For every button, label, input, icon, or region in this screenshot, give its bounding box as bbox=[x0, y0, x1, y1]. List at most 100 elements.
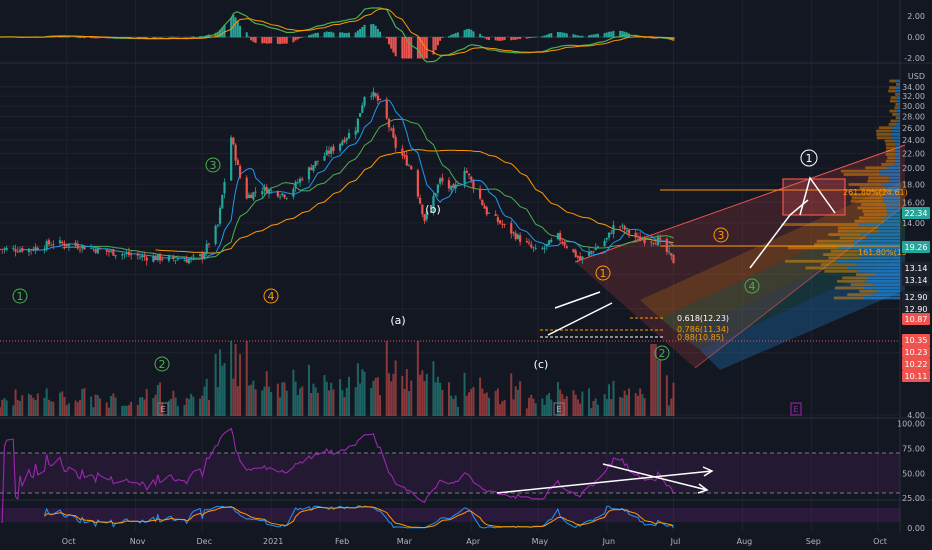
candle-body-91 bbox=[281, 193, 284, 196]
volume-bar-181 bbox=[561, 394, 564, 416]
volume-bar-118 bbox=[363, 371, 366, 416]
vprofile-buy-2 bbox=[877, 289, 900, 293]
candle-body-182 bbox=[563, 242, 566, 246]
volume-bar-156 bbox=[483, 393, 486, 416]
macd-bar-85 bbox=[263, 37, 266, 44]
volume-bar-202 bbox=[625, 394, 628, 416]
wave-c-label: (c) bbox=[534, 358, 549, 371]
vprofile-sell-50 bbox=[876, 129, 892, 133]
macd-bar-182 bbox=[563, 32, 566, 38]
volume-bar-111 bbox=[343, 397, 346, 416]
candle-body-86 bbox=[265, 187, 268, 194]
macd-tick-2: -2.00 bbox=[904, 54, 925, 63]
candle-body-76 bbox=[234, 144, 237, 161]
earnings-marker-3[interactable] bbox=[790, 402, 802, 416]
vprofile-buy-12 bbox=[860, 256, 900, 260]
vprofile-sell-13 bbox=[823, 253, 858, 257]
macd-bar-165 bbox=[512, 37, 515, 40]
wave-3-circle bbox=[205, 157, 221, 173]
volume-bar-139 bbox=[432, 361, 435, 416]
candle-body-55 bbox=[170, 255, 173, 257]
candle-body-37 bbox=[112, 249, 115, 256]
volume-bar-89 bbox=[276, 383, 279, 416]
rsi-arrow-down bbox=[602, 463, 708, 491]
candle-body-179 bbox=[556, 233, 560, 240]
volume-bar-35 bbox=[107, 407, 110, 416]
volume-bar-204 bbox=[634, 393, 637, 416]
volume-bar-12 bbox=[34, 400, 37, 416]
macd-bar-51 bbox=[156, 37, 159, 38]
vprofile-sell-9 bbox=[805, 266, 849, 270]
candle-body-177 bbox=[547, 240, 551, 246]
macd-bar-141 bbox=[436, 37, 439, 46]
candle-body-87 bbox=[267, 189, 271, 194]
volume-bar-45 bbox=[139, 397, 142, 416]
candle-body-214 bbox=[665, 238, 668, 252]
volume-bar-178 bbox=[550, 399, 553, 416]
vprofile-buy-53 bbox=[896, 119, 900, 123]
macd-bar-187 bbox=[579, 35, 582, 38]
vprofile-sell-6 bbox=[842, 276, 869, 280]
candle-body-24 bbox=[74, 242, 77, 246]
volume-bar-176 bbox=[545, 395, 548, 416]
vprofile-buy-28 bbox=[886, 203, 900, 206]
candle-body-0 bbox=[0, 248, 2, 250]
candle-body-124 bbox=[385, 100, 388, 119]
volume-bar-193 bbox=[596, 404, 599, 416]
macd-bar-45 bbox=[139, 37, 142, 39]
vprofile-sell-54 bbox=[895, 116, 899, 120]
macd-bar-179 bbox=[556, 32, 559, 38]
earnings-marker-1[interactable] bbox=[157, 402, 169, 416]
vprofile-buy-32 bbox=[888, 189, 900, 193]
candle-body-133 bbox=[410, 166, 413, 170]
macd-bar-129 bbox=[401, 37, 404, 59]
vprofile-sell-32 bbox=[866, 189, 889, 193]
vprofile-buy-27 bbox=[885, 206, 900, 210]
candle-body-64 bbox=[198, 254, 202, 256]
macd-bar-121 bbox=[374, 25, 377, 38]
volume-bar-41 bbox=[125, 405, 128, 416]
price-tick-9: 16.00 bbox=[902, 198, 925, 207]
candle-body-128 bbox=[394, 136, 397, 148]
vprofile-buy-17 bbox=[854, 239, 900, 243]
macd-bar-146 bbox=[452, 34, 455, 38]
volume-bar-36 bbox=[110, 395, 113, 416]
vprofile-sell-2 bbox=[859, 289, 878, 293]
volume-bar-6 bbox=[16, 399, 19, 416]
volume-bar-56 bbox=[172, 390, 175, 416]
vprofile-buy-20 bbox=[878, 229, 900, 233]
vprofile-sell-34 bbox=[848, 183, 882, 186]
macd-bar-63 bbox=[192, 36, 195, 38]
candle-body-165 bbox=[512, 232, 515, 234]
macd-bar-44 bbox=[136, 37, 139, 39]
vprofile-sell-19 bbox=[828, 233, 861, 236]
candle-body-71 bbox=[218, 207, 222, 224]
candle-body-96 bbox=[296, 182, 299, 184]
macd-bar-133 bbox=[410, 37, 413, 59]
macd-bar-46 bbox=[141, 37, 144, 38]
vprofile-sell-40 bbox=[881, 163, 894, 166]
volume-bar-64 bbox=[199, 398, 202, 416]
time-axis[interactable]: Oct Nov Dec 2021 Feb Mar Apr May Jun Jul Aug Sep Oct bbox=[62, 537, 887, 546]
volume-bar-30 bbox=[92, 407, 95, 416]
earnings-marker-2[interactable] bbox=[553, 402, 565, 416]
volume-bar-42 bbox=[127, 405, 130, 416]
volume-bar-67 bbox=[205, 378, 208, 416]
vprofile-sell-48 bbox=[876, 136, 892, 140]
candle-body-8 bbox=[21, 248, 24, 252]
macd-bar-130 bbox=[403, 37, 406, 59]
candle-body-34 bbox=[105, 249, 108, 252]
earnings-markers[interactable]: E E E bbox=[157, 402, 802, 416]
candle-body-93 bbox=[285, 197, 288, 199]
volume-bar-85 bbox=[263, 386, 266, 416]
macd-bar-50 bbox=[154, 37, 157, 38]
candle-body-127 bbox=[392, 128, 395, 138]
candle-body-186 bbox=[576, 256, 580, 258]
candle-body-109 bbox=[338, 143, 342, 151]
wave-b-label: (b) bbox=[425, 203, 441, 216]
candle-body-69 bbox=[214, 226, 217, 244]
vprofile-buy-19 bbox=[860, 233, 900, 236]
candle-body-74 bbox=[230, 137, 233, 181]
candle-body-88 bbox=[270, 190, 273, 191]
vprofile-sell-60 bbox=[890, 96, 897, 100]
